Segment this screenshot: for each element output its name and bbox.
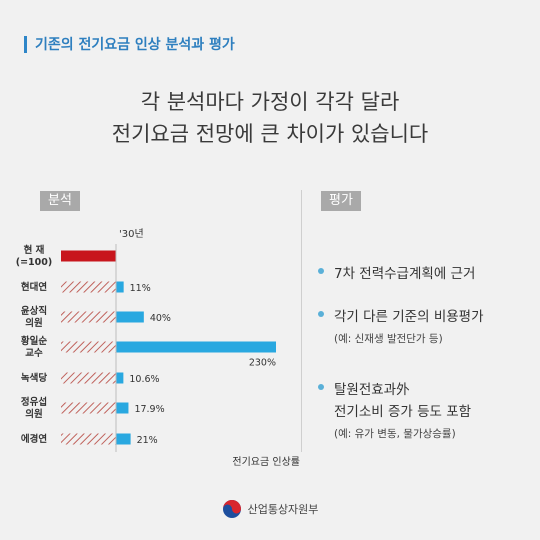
baseline-hatched-bar <box>61 372 116 384</box>
year-label: '30년 <box>119 228 144 240</box>
evaluation-text: 탈원전효과外 <box>334 382 410 398</box>
x-axis-label: 전기요금 인상률 <box>232 456 300 468</box>
headline-line-2: 전기요금 전망에 큰 차이가 있습니다 <box>111 122 429 146</box>
analysis-badge: 분석 <box>40 191 80 211</box>
evaluation-item-1: 7차 전력수급계획에 근거 <box>318 262 475 282</box>
header-accent-bar <box>24 35 27 53</box>
increase-bar <box>116 372 124 384</box>
data-label: 40% <box>150 313 171 324</box>
category-label: 현 재 <box>24 244 45 256</box>
ministry-name: 산업통상자원부 <box>247 503 319 516</box>
column-divider <box>301 190 302 452</box>
category-label: 녹색당 <box>21 372 47 384</box>
evaluation-item-3: 탈원전효과外 전기소비 증가 등도 포함 (예: 유가 변동, 물가상승률) <box>318 378 471 441</box>
bullet-icon <box>318 384 324 390</box>
increase-bar <box>116 311 144 323</box>
increase-bar <box>116 433 131 445</box>
category-label: 황일순 <box>21 335 47 347</box>
category-label: 정유섭 <box>21 396 47 408</box>
increase-bar <box>116 341 276 353</box>
category-label: 에경연 <box>21 433 47 445</box>
bullet-icon <box>318 268 324 274</box>
category-label: 윤상직 <box>21 305 47 317</box>
data-label: 21% <box>137 435 158 446</box>
data-label: 11% <box>130 283 151 294</box>
baseline-hatched-bar <box>61 281 116 293</box>
evaluation-note: (예: 신재생 발전단가 등) <box>334 333 443 345</box>
section-header: 기존의 전기요금 인상 분석과 평가 <box>24 34 235 54</box>
section-title: 기존의 전기요금 인상 분석과 평가 <box>35 37 235 53</box>
baseline-hatched-bar <box>61 402 116 414</box>
evaluation-badge: 평가 <box>321 191 361 211</box>
category-label: (=100) <box>16 257 52 268</box>
evaluation-text-line-2: 전기소비 증가 등도 포함 <box>334 404 472 420</box>
baseline-hatched-bar <box>61 311 116 323</box>
increase-bar <box>116 402 129 414</box>
evaluation-item-2: 각기 다른 기준의 비용평가 (예: 신재생 발전단가 등) <box>318 305 484 346</box>
baseline-hatched-bar <box>61 341 116 353</box>
category-label: 의원 <box>25 408 42 420</box>
evaluation-text: 각기 다른 기준의 비용평가 <box>334 309 484 325</box>
category-label: 의원 <box>25 317 42 329</box>
headline: 각 분석마다 가정이 각각 달라 전기요금 전망에 큰 차이가 있습니다 <box>0 86 540 150</box>
footer: 산업통상자원부 <box>0 499 540 519</box>
increase-bar <box>116 281 124 293</box>
bullet-icon <box>318 311 324 317</box>
evaluation-text: 7차 전력수급계획에 근거 <box>334 266 476 282</box>
category-label: 교수 <box>25 348 43 359</box>
data-label: 230% <box>249 358 276 369</box>
data-label: 10.6% <box>129 374 159 385</box>
evaluation-note: (예: 유가 변동, 물가상승률) <box>334 428 456 440</box>
category-label: 현대연 <box>21 281 47 293</box>
headline-line-1: 각 분석마다 가정이 각각 달라 <box>140 90 400 114</box>
current-baseline-bar <box>61 250 116 262</box>
data-label: 17.9% <box>134 404 164 415</box>
taegeuk-emblem-icon <box>222 500 241 518</box>
baseline-hatched-bar <box>61 433 116 445</box>
